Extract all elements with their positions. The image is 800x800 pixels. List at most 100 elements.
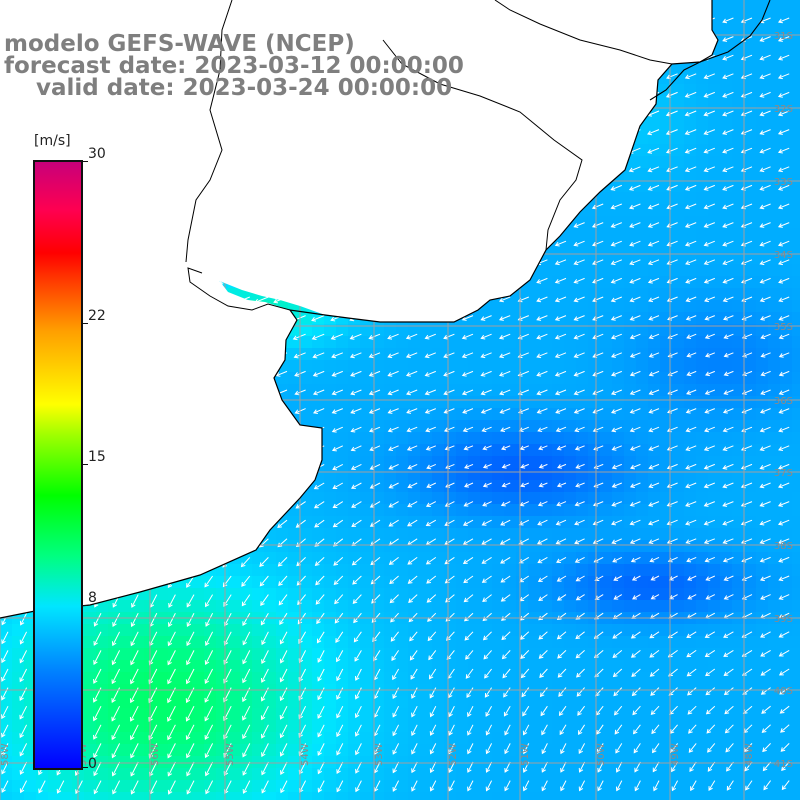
field-cell [300, 564, 312, 576]
field-cell [792, 792, 800, 800]
field-cell [288, 780, 300, 792]
field-cell [648, 228, 660, 240]
field-cell [324, 720, 336, 732]
field-cell [96, 708, 108, 720]
field-cell [696, 756, 708, 768]
field-cell [156, 588, 168, 600]
field-cell [288, 672, 300, 684]
field-cell [456, 540, 468, 552]
field-cell [336, 432, 348, 444]
field-cell [348, 408, 360, 420]
field-cell [396, 468, 408, 480]
field-cell [660, 312, 672, 324]
field-cell [324, 624, 336, 636]
field-cell [768, 300, 780, 312]
field-cell [576, 732, 588, 744]
field-cell [564, 792, 576, 800]
field-cell [408, 468, 420, 480]
field-cell [12, 756, 24, 768]
field-cell [792, 240, 800, 252]
field-cell [720, 372, 732, 384]
field-cell [432, 360, 444, 372]
field-cell [672, 504, 684, 516]
field-cell [768, 564, 780, 576]
field-cell [612, 372, 624, 384]
field-cell [756, 24, 768, 36]
field-cell [552, 384, 564, 396]
field-cell [336, 504, 348, 516]
field-cell [516, 540, 528, 552]
field-cell [432, 516, 444, 528]
field-cell [612, 792, 624, 800]
field-cell [624, 600, 636, 612]
field-cell [432, 720, 444, 732]
field-cell [444, 480, 456, 492]
field-cell [612, 540, 624, 552]
field-cell [756, 300, 768, 312]
field-cell [432, 468, 444, 480]
field-cell [348, 576, 360, 588]
field-cell [348, 324, 360, 336]
field-cell [528, 444, 540, 456]
field-cell [120, 636, 132, 648]
field-cell [624, 792, 636, 800]
field-cell [708, 120, 720, 132]
field-cell [600, 240, 612, 252]
field-cell [432, 792, 444, 800]
field-cell [696, 192, 708, 204]
field-cell [624, 648, 636, 660]
field-cell [360, 444, 372, 456]
field-cell [684, 696, 696, 708]
field-cell [588, 396, 600, 408]
field-cell [660, 264, 672, 276]
field-cell [684, 84, 696, 96]
field-cell [732, 24, 744, 36]
field-cell [408, 624, 420, 636]
field-cell [528, 492, 540, 504]
field-cell [456, 336, 468, 348]
field-cell [540, 672, 552, 684]
field-cell [780, 336, 792, 348]
field-cell [552, 492, 564, 504]
field-cell [336, 564, 348, 576]
field-cell [564, 348, 576, 360]
field-cell [408, 324, 420, 336]
field-cell [672, 168, 684, 180]
field-cell [756, 528, 768, 540]
field-cell [348, 756, 360, 768]
field-cell [756, 756, 768, 768]
field-cell [468, 360, 480, 372]
field-cell [684, 264, 696, 276]
field-cell [600, 648, 612, 660]
field-cell [648, 624, 660, 636]
field-cell [120, 624, 132, 636]
field-cell [408, 336, 420, 348]
field-cell [420, 324, 432, 336]
field-cell [120, 792, 132, 800]
field-cell [504, 744, 516, 756]
field-cell [540, 564, 552, 576]
field-cell [468, 588, 480, 600]
field-cell [384, 660, 396, 672]
field-cell [372, 432, 384, 444]
field-cell [432, 480, 444, 492]
field-cell [336, 636, 348, 648]
field-cell [456, 624, 468, 636]
field-cell [492, 600, 504, 612]
field-cell [564, 540, 576, 552]
field-cell [684, 528, 696, 540]
field-cell [480, 420, 492, 432]
field-cell [120, 660, 132, 672]
field-cell [792, 732, 800, 744]
field-cell [672, 72, 684, 84]
field-cell [624, 192, 636, 204]
field-cell [288, 396, 300, 408]
field-cell [348, 648, 360, 660]
field-cell [600, 360, 612, 372]
field-cell [612, 252, 624, 264]
field-cell [768, 36, 780, 48]
field-cell [708, 108, 720, 120]
field-cell [696, 660, 708, 672]
field-cell [660, 444, 672, 456]
field-cell [300, 792, 312, 800]
